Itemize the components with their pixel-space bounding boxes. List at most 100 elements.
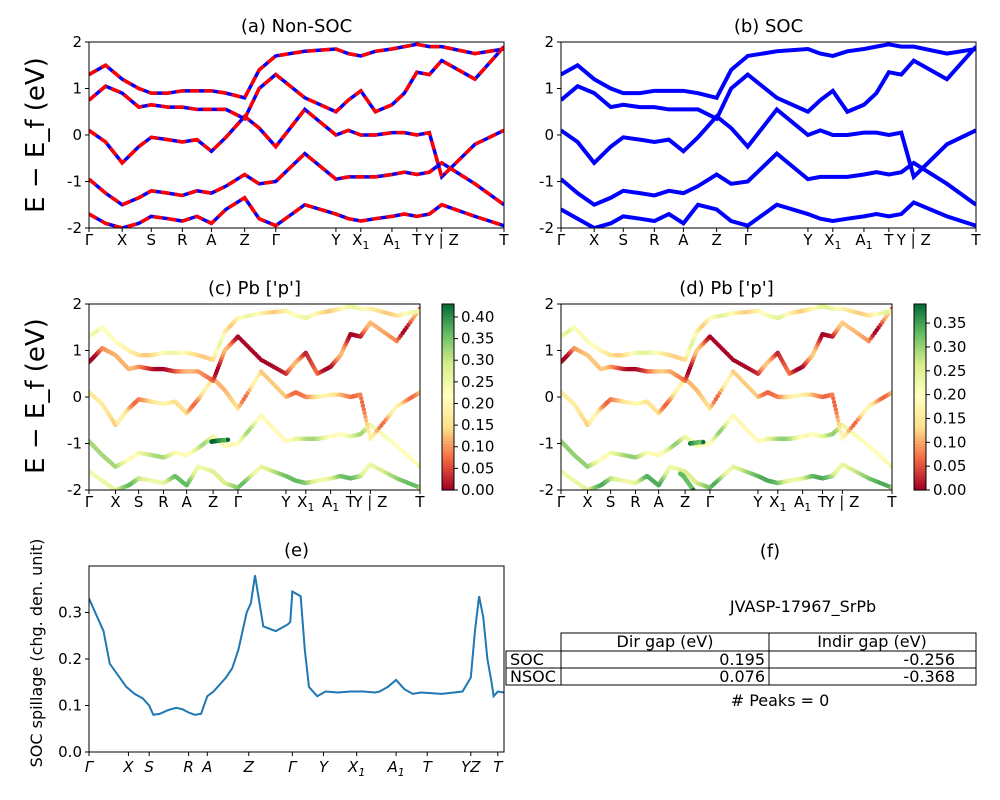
colorbar-segment — [914, 393, 926, 398]
colorbar-segment — [914, 387, 926, 392]
projection-point — [830, 392, 835, 397]
x-tick-label: R — [158, 493, 168, 511]
x-tick-label: R — [649, 231, 659, 249]
x-tick-label: Y — [802, 231, 813, 249]
y-tick-label: 2 — [72, 295, 82, 313]
y-tick-label: -1 — [539, 435, 554, 453]
x-tick-label: T — [883, 231, 894, 249]
colorbar-segment — [914, 434, 926, 438]
projection-point — [835, 414, 840, 419]
band-line — [89, 106, 504, 181]
colorbar-segment — [914, 381, 926, 386]
x-tick-label: T — [414, 493, 425, 511]
colorbar-segment — [914, 397, 926, 401]
x-tick-label: A1 — [855, 231, 872, 252]
plot-frame — [560, 41, 977, 229]
colorbar-segment — [914, 403, 926, 407]
x-tick-label: T — [817, 493, 828, 511]
y-tick-label: 1 — [544, 80, 554, 98]
projection-point — [364, 418, 369, 423]
x-tick-label: Y | Z — [424, 231, 459, 249]
x-tick-label: Z — [208, 493, 218, 511]
colorbar-segment — [442, 412, 454, 417]
colorbar-segment — [442, 347, 454, 352]
plot-frame — [88, 41, 505, 229]
table-row-label: SOC — [510, 650, 544, 669]
y-tick-label: 0.1 — [58, 697, 82, 715]
x-tick-label: X1 — [297, 493, 314, 514]
colorbar-segment — [442, 455, 454, 460]
projection-point — [359, 396, 364, 401]
colorbar-segment — [442, 452, 454, 457]
x-tick-label: X1 — [347, 758, 365, 779]
x-tick-label: Y | Z — [896, 231, 931, 249]
band-line — [89, 151, 504, 207]
colorbar-segment — [442, 387, 454, 392]
colorbar-tick-label: 0.10 — [461, 438, 494, 456]
projection-point — [359, 399, 365, 405]
x-tick-label: X1 — [769, 493, 786, 514]
projection-point — [225, 437, 231, 442]
x-tick-label: S — [134, 493, 144, 511]
colorbar-segment — [914, 446, 926, 451]
colorbar-segment — [442, 359, 454, 364]
colorbar-segment — [914, 359, 926, 364]
colorbar-segment — [914, 471, 926, 476]
colorbar-tick-label: 0.25 — [933, 362, 966, 380]
colorbar-tick-label: 0.40 — [461, 308, 494, 326]
colorbar-segment — [442, 459, 454, 463]
projection-point — [362, 410, 367, 416]
colorbar-segment — [442, 409, 454, 414]
colorbar-segment — [914, 480, 926, 485]
colorbar-segment — [914, 344, 926, 348]
band-line — [561, 200, 976, 228]
colorbar-segment — [914, 418, 926, 423]
colorbar-tick-label: 0.20 — [461, 394, 494, 412]
y-tick-label: 0 — [544, 126, 554, 144]
table-row-label: NSOC — [510, 667, 556, 686]
colorbar-segment — [914, 319, 926, 324]
projection-point — [889, 464, 892, 469]
colorbar-segment — [442, 443, 454, 448]
colorbar-segment — [442, 313, 454, 317]
band-line — [89, 195, 504, 228]
x-tick-label: T — [498, 231, 509, 249]
x-tick-label: Z — [711, 231, 721, 249]
colorbar-segment — [914, 369, 926, 373]
colorbar-segment — [442, 477, 454, 482]
colorbar-segment — [442, 341, 454, 345]
colorbar-segment — [442, 449, 454, 454]
peaks-count: # Peaks = 0 — [731, 691, 830, 710]
colorbar-segment — [442, 415, 454, 420]
x-tick-label: A1 — [322, 493, 339, 514]
colorbar-segment — [442, 356, 454, 361]
band-line — [89, 42, 504, 100]
colorbar-tick-label: 0.05 — [933, 457, 966, 475]
x-tick-label: YZ — [461, 758, 481, 776]
colorbar-tick-label: 0.15 — [933, 409, 966, 427]
colorbar-segment — [914, 443, 926, 448]
y-tick-label: -1 — [67, 435, 82, 453]
table-cell-indir: -0.256 — [903, 650, 955, 669]
y-tick-label: 0.0 — [58, 743, 82, 761]
colorbar-segment — [442, 322, 454, 327]
x-tick-label: A — [182, 493, 193, 511]
colorbar-segment — [914, 406, 926, 410]
y-tick-label: -2 — [539, 481, 554, 499]
y-tick-label: 1 — [544, 342, 554, 360]
x-tick-label: S — [146, 231, 156, 249]
colorbar-tick-label: 0.10 — [933, 433, 966, 451]
colorbar-segment — [914, 474, 926, 479]
colorbar-segment — [442, 446, 454, 451]
plot-frame — [560, 303, 893, 491]
y-tick-label: -1 — [67, 173, 82, 191]
plot-frame — [88, 303, 421, 491]
colorbar-segment — [914, 353, 926, 358]
colorbar-segment — [914, 440, 926, 445]
projection-point — [834, 410, 839, 416]
colorbar-segment — [442, 431, 454, 435]
colorbar-segment — [442, 335, 454, 339]
band-line — [561, 45, 976, 122]
table-cell-dir: 0.195 — [719, 650, 765, 669]
